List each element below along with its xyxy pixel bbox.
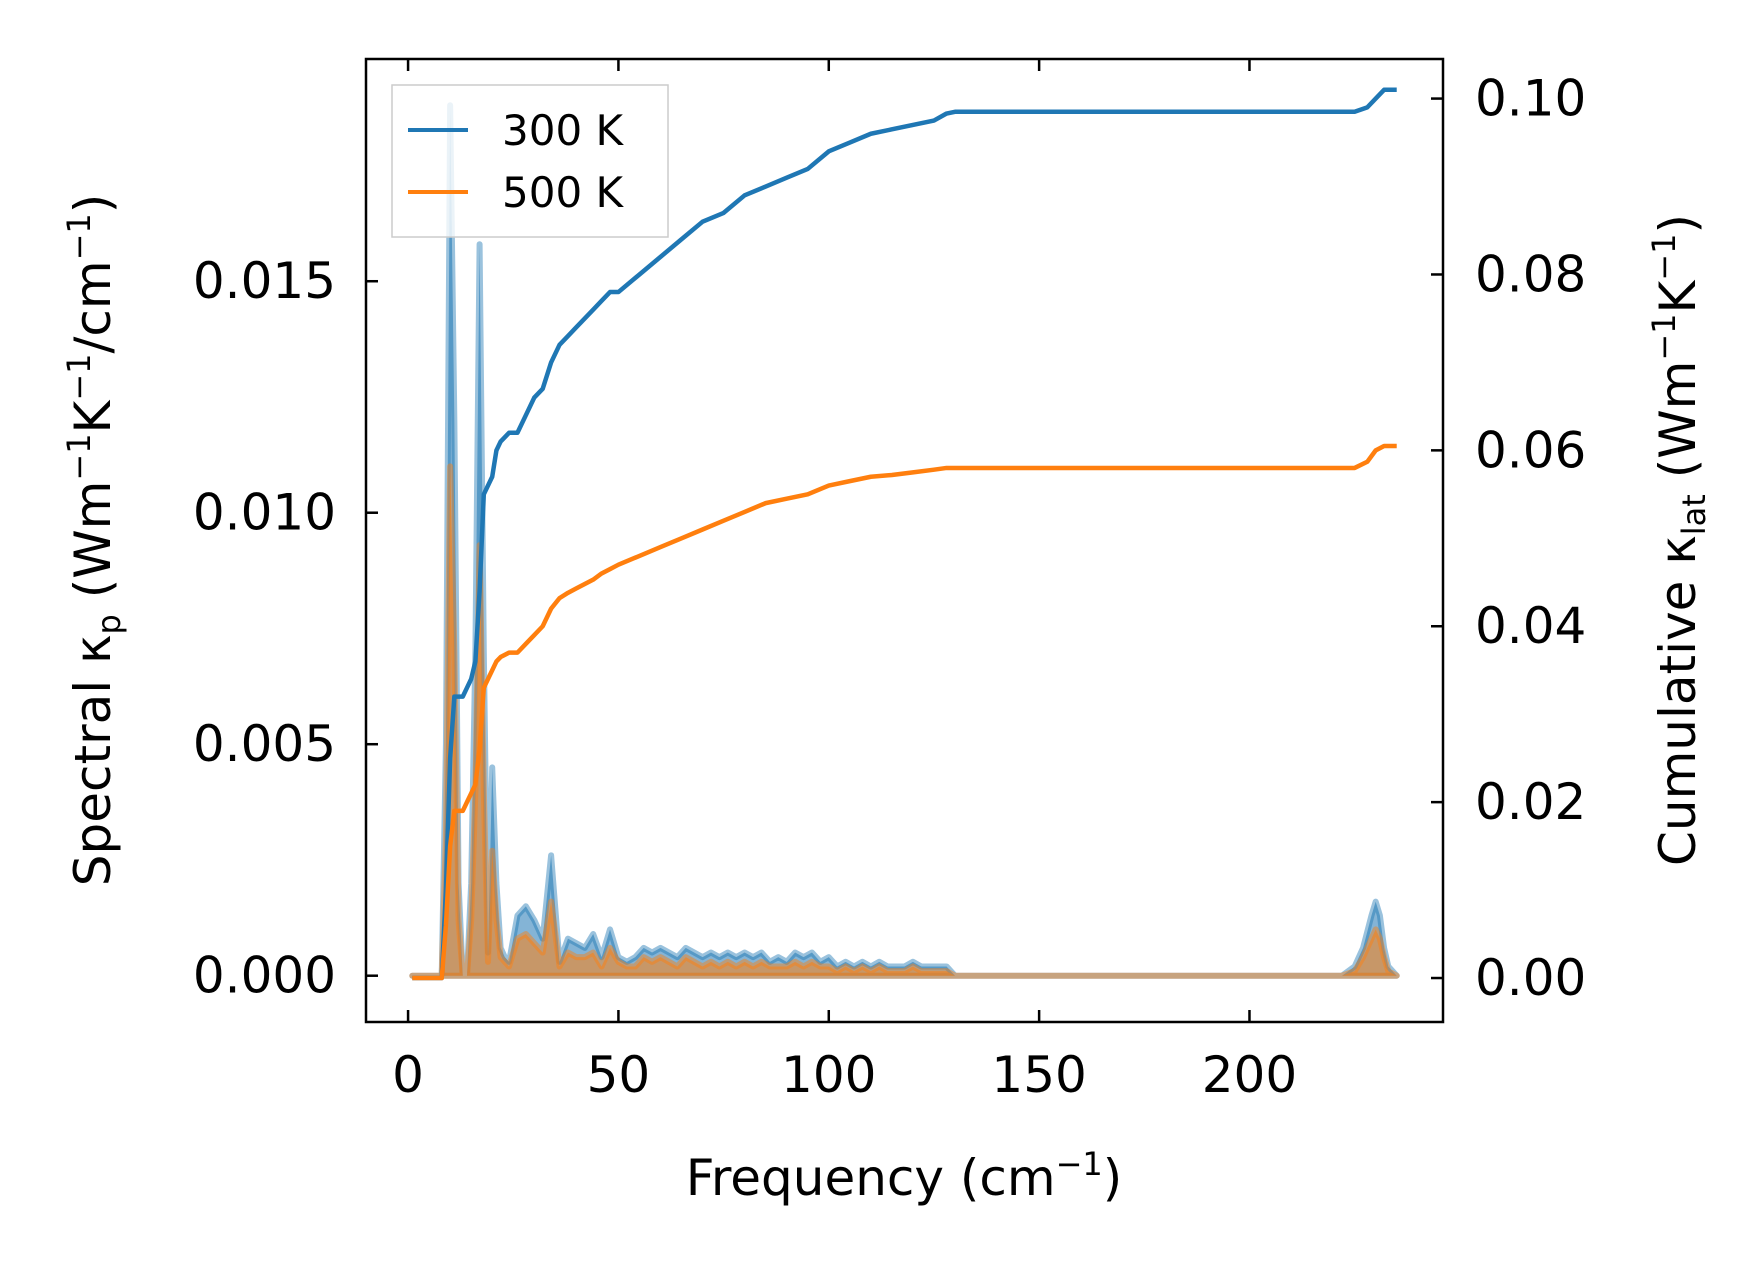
x-tick-label: 50 [587, 1046, 651, 1104]
x-tick-label: 100 [781, 1046, 876, 1104]
legend: 300 K 500 K [391, 84, 669, 238]
legend-label-300k: 300 K [502, 106, 625, 155]
y-tick-label-right: 0.06 [1475, 421, 1586, 479]
spectral-fills [409, 102, 1400, 979]
y-tick-label-left: 0.000 [193, 947, 336, 1005]
x-tick-label: 0 [392, 1046, 424, 1104]
series-lines [412, 87, 1397, 981]
cumulative-line-1 [412, 443, 1397, 981]
y-tick-label-left: 0.015 [193, 252, 336, 310]
x-tick-label: 150 [991, 1046, 1086, 1104]
y-tick-label-left: 0.005 [193, 715, 336, 773]
y-axis-label-left: Spectral κp (Wm−1K−1/cm−1) [60, 194, 128, 887]
y-tick-label-right: 0.00 [1475, 949, 1586, 1007]
spectral-area-0 [409, 102, 1400, 979]
spectral-area-1 [409, 463, 1400, 979]
axis-ticks: 0 50 100 150 200 0.000 0.005 0.010 0.015 0.00 0.02… [193, 59, 1586, 1104]
y-tick-label-right: 0.04 [1475, 597, 1586, 655]
y-tick-label-right: 0.10 [1475, 70, 1586, 128]
y-tick-label-right: 0.08 [1475, 245, 1586, 303]
cumulative-line-0 [412, 87, 1397, 981]
legend-label-500k: 500 K [502, 168, 625, 217]
x-axis-label: Frequency (cm−1) [686, 1145, 1123, 1207]
y-tick-label-right: 0.02 [1475, 773, 1586, 831]
y-tick-label-left: 0.010 [193, 484, 336, 542]
y-axis-label-right: Cumulative κlat (Wm−1K−1) [1645, 214, 1713, 866]
legend-box [391, 84, 669, 238]
plot-frame [364, 57, 1445, 1024]
x-tick-label: 200 [1202, 1046, 1297, 1104]
